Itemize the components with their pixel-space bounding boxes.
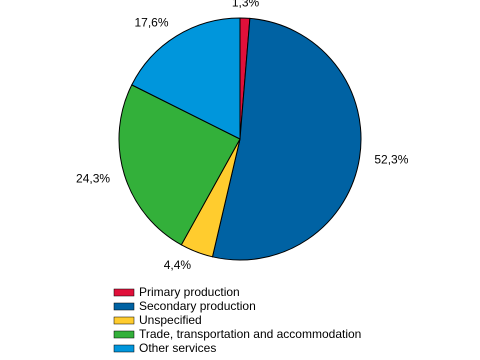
legend-swatch [113, 330, 135, 339]
data-label: 4,4% [164, 258, 192, 272]
legend-label: Other services [139, 341, 216, 355]
legend-label: Primary production [139, 285, 240, 299]
legend-swatch [113, 344, 135, 353]
data-label: 1,3% [232, 0, 260, 9]
data-label: 24,3% [76, 171, 110, 185]
data-label: 17,6% [134, 15, 168, 29]
pie-slice [211, 17, 362, 261]
legend-label: Unspecified [139, 313, 202, 327]
legend-swatch [113, 302, 135, 311]
legend-label: Secondary production [139, 299, 256, 313]
pie-slice [118, 84, 241, 246]
legend-label: Trade, transportation and accommodation [139, 327, 361, 341]
data-label: 52,3% [374, 152, 408, 166]
legend-swatch [113, 288, 135, 297]
pie-slice [131, 17, 241, 140]
legend-swatch [113, 316, 135, 325]
